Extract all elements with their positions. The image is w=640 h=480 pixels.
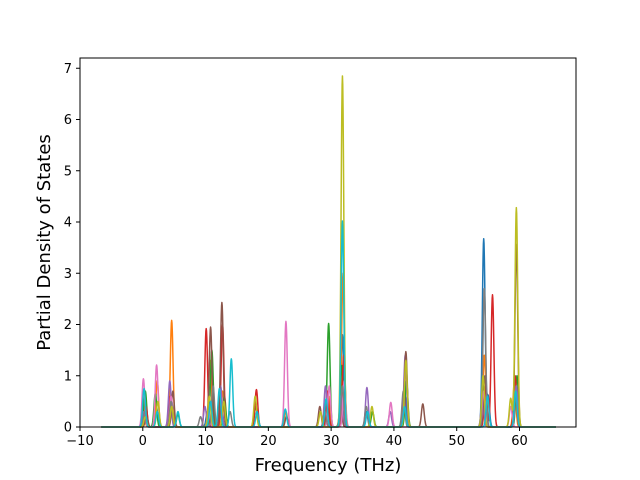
x-tick-label: 30: [323, 434, 340, 449]
series-layer: [100, 75, 557, 428]
x-axis: −10 0 10 20 30 40 50 60: [66, 427, 528, 449]
x-tick-label: 50: [448, 434, 465, 449]
y-tick-label: 3: [64, 267, 72, 282]
x-axis-title: Frequency (THz): [255, 455, 402, 476]
y-tick-label: 0: [64, 421, 72, 436]
y-tick-label: 7: [64, 62, 72, 77]
y-tick-label: 4: [64, 216, 72, 231]
x-tick-label: 0: [139, 434, 147, 449]
y-tick-label: 5: [64, 164, 72, 179]
y-axis-title: Partial Density of States: [34, 134, 55, 351]
x-tick-label: 60: [511, 434, 528, 449]
plot-frame: [79, 57, 577, 428]
x-tick-label: 20: [260, 434, 277, 449]
y-tick-label: 2: [64, 318, 72, 333]
x-tick-label: −10: [66, 434, 93, 449]
y-tick-label: 6: [64, 113, 72, 128]
y-axis: 0 1 2 3 4 5 6 7: [64, 62, 80, 436]
x-tick-label: 10: [197, 434, 214, 449]
y-tick-label: 1: [64, 369, 72, 384]
x-tick-label: 40: [386, 434, 403, 449]
